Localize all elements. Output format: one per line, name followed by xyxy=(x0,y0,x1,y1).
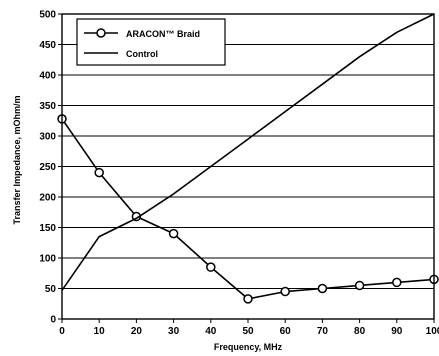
x-tick-label: 0 xyxy=(59,326,65,337)
x-tick-label: 20 xyxy=(131,326,143,337)
axes: 0 50 100 150 200 250 300 350 400 450 500 0 10 20 30 40 5… xyxy=(39,10,439,338)
x-tick-label: 90 xyxy=(391,326,403,337)
legend-box xyxy=(76,18,226,66)
data-point-braid xyxy=(392,277,402,288)
data-point-braid xyxy=(94,167,104,178)
data-point-braid xyxy=(168,228,179,239)
x-tick-label: 80 xyxy=(354,326,366,337)
y-tick-label: 200 xyxy=(39,193,56,204)
y-tick-label: 250 xyxy=(39,162,56,173)
legend-label-braid: ARACON™ Braid xyxy=(126,29,200,39)
y-tick-label: 500 xyxy=(39,10,56,21)
series-line-braid xyxy=(61,118,435,300)
legend-label-control: Control xyxy=(126,49,158,59)
x-tick-label: 100 xyxy=(426,326,439,337)
x-axis-title: Frequency, MHz xyxy=(214,342,283,352)
y-tick-label: 100 xyxy=(39,254,56,265)
series-layer xyxy=(57,13,439,304)
plot-frame xyxy=(61,13,435,320)
legend: ARACON™ Braid Control xyxy=(76,18,226,66)
y-tick-label: 300 xyxy=(39,132,56,143)
y-axis-title: Transfer Impedance, mOhm/m xyxy=(12,95,22,224)
x-tick-label: 70 xyxy=(317,326,329,337)
legend-marker-braid xyxy=(96,28,106,38)
series-line-control xyxy=(61,13,435,291)
y-tick-label: 400 xyxy=(39,71,56,82)
x-tick-label: 60 xyxy=(280,326,292,337)
y-tick-label: 350 xyxy=(39,101,56,112)
data-point-braid xyxy=(317,283,328,294)
x-tick-label: 10 xyxy=(94,326,106,337)
y-tick-label: 0 xyxy=(50,315,56,326)
x-tick-label: 50 xyxy=(242,326,254,337)
y-tick-label: 450 xyxy=(39,40,56,51)
y-tick-label: 50 xyxy=(45,284,57,295)
data-point-braid xyxy=(243,294,253,304)
data-point-braid xyxy=(206,262,216,272)
y-tick-label: 150 xyxy=(39,223,56,234)
x-tick-label: 40 xyxy=(205,326,217,337)
data-point-braid xyxy=(280,286,290,297)
x-tick-label: 30 xyxy=(168,326,180,337)
data-point-braid xyxy=(354,280,365,291)
